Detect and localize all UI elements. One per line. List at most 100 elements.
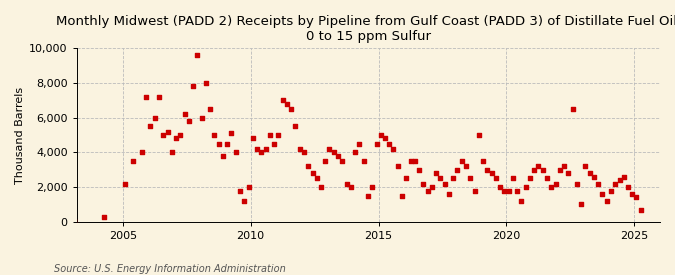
Point [98, 214, 109, 219]
Point [252, 147, 263, 151]
Point [397, 194, 408, 198]
Point [192, 53, 203, 57]
Point [162, 129, 173, 134]
Point [316, 185, 327, 189]
Point [388, 147, 399, 151]
Point [635, 207, 646, 212]
Point [418, 182, 429, 186]
Point [269, 142, 279, 146]
Point [307, 171, 318, 175]
Point [490, 176, 501, 181]
Point [448, 176, 459, 181]
Point [473, 133, 484, 137]
Point [260, 147, 271, 151]
Point [243, 185, 254, 189]
Point [277, 98, 288, 103]
Point [290, 124, 301, 128]
Point [337, 159, 348, 163]
Point [273, 133, 284, 137]
Point [477, 159, 488, 163]
Point [68, 219, 79, 223]
Point [221, 142, 232, 146]
Point [529, 167, 539, 172]
Point [503, 188, 514, 193]
Point [482, 167, 493, 172]
Point [443, 192, 454, 196]
Point [423, 188, 433, 193]
Point [460, 164, 471, 169]
Point [141, 95, 152, 99]
Point [469, 188, 480, 193]
Point [333, 154, 344, 158]
Point [486, 171, 497, 175]
Point [576, 202, 587, 207]
Point [508, 176, 518, 181]
Point [631, 195, 642, 200]
Point [180, 112, 190, 116]
Point [622, 185, 633, 189]
Point [618, 174, 629, 179]
Point [205, 107, 215, 111]
Point [559, 164, 570, 169]
Point [230, 150, 241, 155]
Point [537, 167, 548, 172]
Point [136, 150, 147, 155]
Point [614, 178, 625, 182]
Point [410, 159, 421, 163]
Point [414, 167, 425, 172]
Point [452, 167, 463, 172]
Point [465, 176, 476, 181]
Point [589, 174, 599, 179]
Point [371, 142, 382, 146]
Point [439, 182, 450, 186]
Point [541, 176, 552, 181]
Point [217, 154, 228, 158]
Point [358, 159, 369, 163]
Point [303, 164, 314, 169]
Point [188, 84, 198, 89]
Point [149, 116, 160, 120]
Point [350, 150, 360, 155]
Point [341, 182, 352, 186]
Point [324, 147, 335, 151]
Text: Source: U.S. Energy Information Administration: Source: U.S. Energy Information Administ… [54, 264, 286, 274]
Point [145, 124, 156, 128]
Point [196, 116, 207, 120]
Point [239, 199, 250, 203]
Point [520, 185, 531, 189]
Point [401, 176, 412, 181]
Point [346, 185, 356, 189]
Point [597, 192, 608, 196]
Point [154, 95, 165, 99]
Point [456, 159, 467, 163]
Point [375, 133, 386, 137]
Point [572, 182, 583, 186]
Point [320, 159, 331, 163]
Point [580, 164, 591, 169]
Point [405, 159, 416, 163]
Point [294, 147, 305, 151]
Point [601, 199, 612, 203]
Point [367, 185, 377, 189]
Point [265, 133, 275, 137]
Point [158, 133, 169, 137]
Point [213, 142, 224, 146]
Point [392, 164, 403, 169]
Point [379, 136, 390, 141]
Point [209, 133, 220, 137]
Point [495, 185, 506, 189]
Point [311, 176, 322, 181]
Point [256, 150, 267, 155]
Point [563, 171, 574, 175]
Point [524, 176, 535, 181]
Point [200, 81, 211, 85]
Point [427, 185, 437, 189]
Point [627, 192, 638, 196]
Point [585, 171, 595, 175]
Point [329, 150, 340, 155]
Point [175, 133, 186, 137]
Point [226, 131, 237, 136]
Point [247, 136, 258, 141]
Point [234, 188, 245, 193]
Point [516, 199, 526, 203]
